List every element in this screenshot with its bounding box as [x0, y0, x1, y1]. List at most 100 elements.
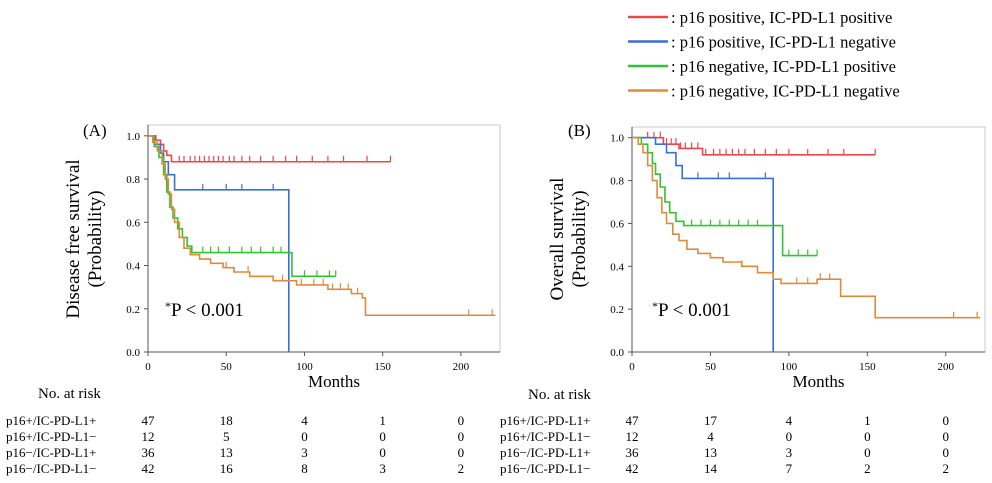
risk-cell: 17	[704, 413, 718, 428]
p-value-text: P < 0.001	[658, 300, 731, 321]
risk-cell: 36	[142, 445, 156, 460]
risk-cell: 13	[704, 445, 717, 460]
x-tick-label: 0	[629, 361, 635, 373]
risk-cell: 14	[704, 461, 718, 476]
risk-row-label: p16−/IC-PD-L1+	[500, 445, 591, 460]
risk-cell: 4	[786, 413, 793, 428]
risk-table-title: No. at risk	[528, 387, 591, 403]
x-tick-label: 200	[453, 361, 470, 373]
risk-cell: 5	[223, 429, 230, 444]
x-tick-label: 50	[705, 361, 717, 373]
legend-label-2: : p16 negative, IC-PD-L1 positive	[671, 57, 896, 76]
risk-row-label: p16−/IC-PD-L1+	[6, 445, 97, 460]
y-axis-label-line2: (Probability)	[85, 190, 106, 287]
y-axis-label-line1: Overall survival	[547, 178, 568, 301]
risk-cell: 0	[864, 445, 871, 460]
survival-curve-1	[148, 135, 290, 352]
legend-label-3: : p16 negative, IC-PD-L1 negative	[671, 82, 900, 101]
x-tick-label: 100	[781, 361, 798, 373]
risk-row-label: p16+/IC-PD-L1+	[6, 413, 97, 428]
y-tick-label: 0.0	[610, 347, 624, 359]
y-tick-label: 0.8	[610, 176, 624, 188]
x-axis-label: Months	[308, 372, 360, 391]
y-axis-label-line1: Disease free survival	[63, 159, 84, 318]
risk-cell: 0	[458, 445, 465, 460]
p-value-star: *	[165, 299, 171, 313]
risk-cell: 0	[943, 413, 950, 428]
panel-label: (B)	[568, 121, 591, 140]
risk-cell: 0	[301, 429, 308, 444]
risk-cell: 0	[379, 429, 386, 444]
p-value-star: *	[652, 299, 658, 313]
risk-table-title: No. at risk	[38, 386, 101, 402]
risk-cell: 0	[458, 413, 465, 428]
y-tick-label: 0.6	[610, 218, 624, 230]
risk-cell: 42	[626, 461, 639, 476]
x-tick-label: 0	[145, 361, 151, 373]
risk-cell: 0	[943, 429, 950, 444]
risk-cell: 0	[943, 445, 950, 460]
risk-cell: 2	[864, 461, 871, 476]
y-tick-label: 0.6	[126, 217, 140, 229]
risk-cell: 12	[142, 429, 155, 444]
risk-cell: 47	[626, 413, 640, 428]
y-tick-label: 0.4	[126, 261, 140, 273]
panel-a: 0.00.20.40.60.81.00 50 100 150 200MonthsDise…	[6, 121, 501, 476]
risk-cell: 36	[626, 445, 640, 460]
risk-cell: 4	[707, 429, 714, 444]
y-axis-label: Disease free survival(Probability)	[63, 159, 106, 318]
risk-cell: 0	[864, 429, 871, 444]
risk-cell: 3	[301, 445, 308, 460]
risk-cell: 4	[301, 413, 308, 428]
risk-cell: 2	[943, 461, 950, 476]
y-tick-label: 0.0	[126, 347, 140, 359]
x-tick-label: 100	[296, 361, 313, 373]
legend: : p16 positive, IC-PD-L1 positive : p16 p…	[628, 8, 900, 101]
x-tick-label: 150	[374, 361, 391, 373]
risk-row-label: p16+/IC-PD-L1+	[500, 413, 591, 428]
legend-label-0: : p16 positive, IC-PD-L1 positive	[671, 8, 892, 27]
p-value-annotation: *P < 0.001	[652, 299, 731, 321]
panel-label: (A)	[83, 121, 107, 140]
legend-label-1: : p16 positive, IC-PD-L1 negative	[671, 33, 896, 52]
risk-cell: 12	[626, 429, 639, 444]
risk-cell: 0	[786, 429, 793, 444]
p-value-text: P < 0.001	[171, 300, 244, 321]
survival-curve-3	[632, 136, 981, 319]
y-tick-label: 1.0	[610, 133, 624, 145]
y-tick-label: 0.2	[126, 304, 140, 316]
survival-curve-2	[632, 136, 818, 257]
survival-curve-0	[632, 136, 876, 156]
y-axis-label-line2: (Probability)	[569, 190, 590, 287]
risk-cell: 0	[379, 445, 386, 460]
risk-cell: 3	[379, 461, 386, 476]
survival-curve-1	[632, 136, 774, 352]
risk-cell: 3	[786, 445, 793, 460]
y-axis-label: Overall survival(Probability)	[547, 178, 590, 301]
risk-cell: 0	[458, 429, 465, 444]
y-tick-label: 0.8	[126, 174, 140, 186]
risk-cell: 42	[142, 461, 155, 476]
risk-cell: 2	[458, 461, 465, 476]
x-tick-label: 50	[221, 361, 233, 373]
risk-cell: 13	[220, 445, 233, 460]
survival-curve-3	[148, 135, 496, 317]
risk-row-label: p16−/IC-PD-L1−	[6, 461, 97, 476]
risk-row-label: p16−/IC-PD-L1−	[500, 461, 591, 476]
y-tick-label: 0.4	[610, 261, 624, 273]
risk-cell: 18	[220, 413, 233, 428]
x-tick-label: 150	[859, 361, 876, 373]
risk-cell: 8	[301, 461, 308, 476]
risk-cell: 7	[786, 461, 793, 476]
risk-cell: 1	[379, 413, 386, 428]
risk-cell: 1	[864, 413, 871, 428]
y-tick-label: 1.0	[126, 131, 140, 143]
risk-cell: 16	[220, 461, 234, 476]
risk-row-label: p16+/IC-PD-L1−	[6, 429, 97, 444]
survival-curve-2	[148, 135, 336, 278]
x-tick-label: 200	[938, 361, 955, 373]
survival-curve-0	[148, 135, 391, 163]
risk-row-label: p16+/IC-PD-L1−	[500, 429, 591, 444]
p-value-annotation: *P < 0.001	[165, 299, 244, 321]
